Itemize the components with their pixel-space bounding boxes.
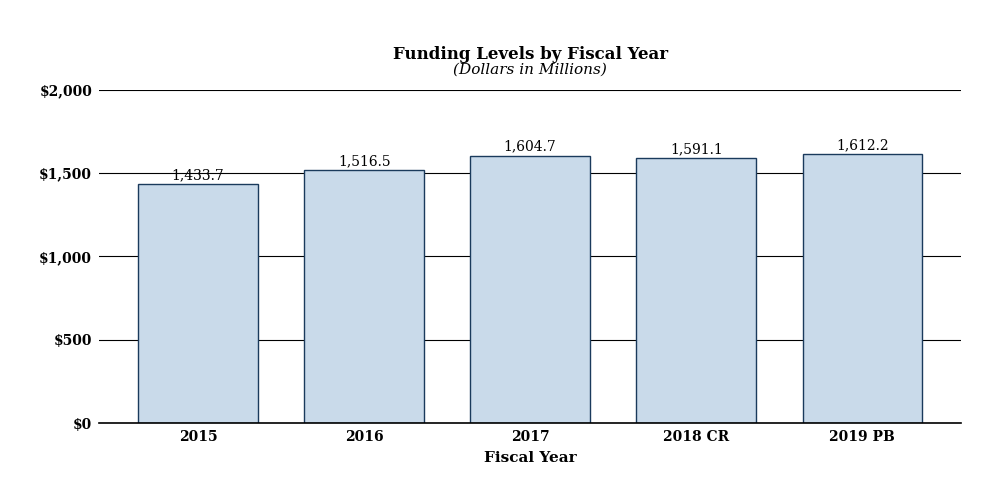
Text: 1,604.7: 1,604.7	[503, 139, 557, 153]
Bar	[139, 184, 258, 423]
Bar	[304, 170, 424, 423]
Bar	[803, 154, 922, 423]
Text: 1,612.2: 1,612.2	[836, 138, 889, 152]
Text: 1,516.5: 1,516.5	[338, 154, 390, 168]
Bar	[471, 155, 590, 423]
Text: (Dollars in Millions): (Dollars in Millions)	[453, 62, 607, 76]
X-axis label: Fiscal Year: Fiscal Year	[484, 451, 577, 465]
Bar	[636, 158, 756, 423]
Text: 1,433.7: 1,433.7	[171, 168, 224, 182]
Text: 1,591.1: 1,591.1	[670, 142, 722, 156]
Title: Funding Levels by Fiscal Year: Funding Levels by Fiscal Year	[392, 46, 668, 63]
